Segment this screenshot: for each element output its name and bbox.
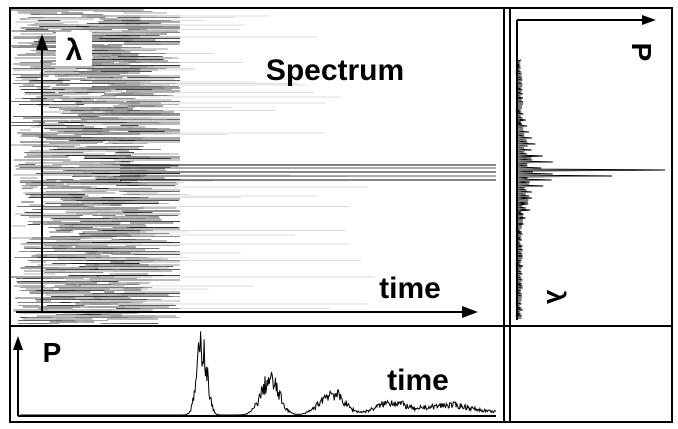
title: Spectrum	[266, 54, 404, 87]
arrow	[642, 15, 656, 25]
side-spectrum	[515, 59, 666, 320]
outer-frame	[9, 7, 673, 423]
x-axis-label: time	[387, 364, 449, 397]
label-bg	[56, 32, 92, 66]
arrow	[13, 336, 23, 350]
arrow	[36, 34, 48, 50]
x-axis-label: time	[379, 272, 441, 305]
spectrum-trace	[515, 59, 666, 320]
arrow	[462, 306, 478, 318]
y-axis-label: λ	[66, 34, 83, 67]
y-axis-label: P	[43, 337, 62, 368]
y-axis-label: λ	[541, 290, 571, 305]
x-axis-label: P	[626, 43, 657, 62]
spectrogram	[11, 9, 496, 324]
